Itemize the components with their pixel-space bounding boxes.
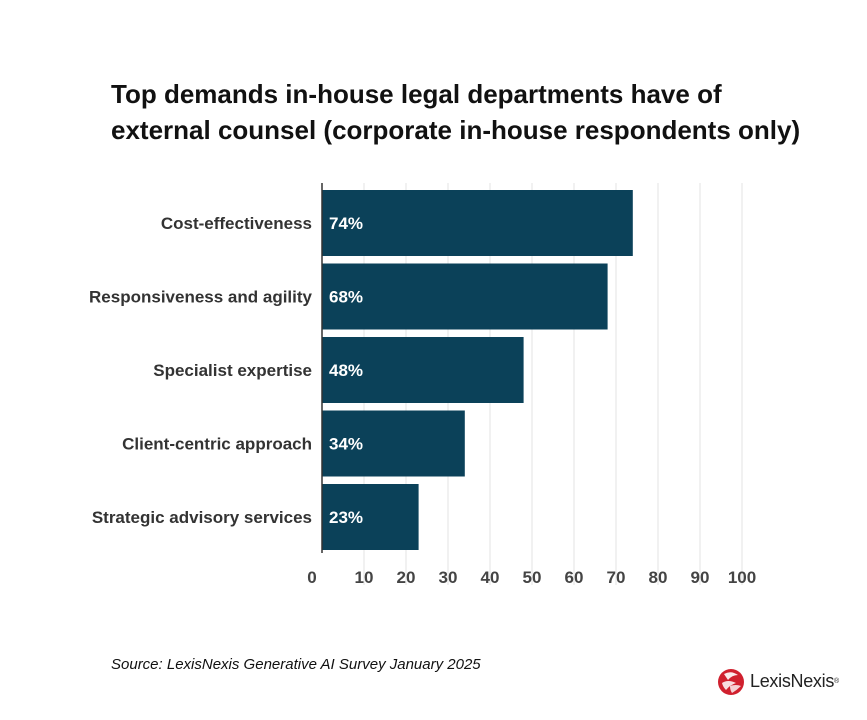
- bar-value-label-4: 23%: [329, 508, 363, 527]
- bar-1: [322, 263, 608, 330]
- x-tick-label-70: 70: [607, 568, 626, 587]
- lexisnexis-logo-icon: [718, 669, 744, 695]
- bar-value-label-3: 34%: [329, 435, 363, 454]
- x-tick-label-0: 0: [307, 568, 316, 587]
- bar-chart: 74% Cost-effectiveness 68% Responsiveness a…: [89, 183, 756, 587]
- x-tick-label-10: 10: [355, 568, 374, 587]
- category-label-1: Responsiveness and agility: [89, 288, 313, 307]
- x-tick-label-100: 100: [728, 568, 756, 587]
- bar-0: [322, 190, 633, 256]
- x-tick-label-30: 30: [439, 568, 458, 587]
- source-note: Source: LexisNexis Generative AI Survey …: [111, 656, 481, 673]
- x-tick-label-50: 50: [523, 568, 542, 587]
- category-label-3: Client-centric approach: [122, 435, 312, 454]
- category-label-0: Cost-effectiveness: [161, 214, 312, 233]
- bar-value-label-1: 68%: [329, 288, 363, 307]
- x-tick-label-90: 90: [691, 568, 710, 587]
- x-tick-label-60: 60: [565, 568, 584, 587]
- x-tick-label-40: 40: [481, 568, 500, 587]
- bar-2: [322, 337, 524, 403]
- x-tick-label-80: 80: [649, 568, 668, 587]
- chart-title: Top demands in-house legal departments h…: [111, 79, 801, 145]
- logo-text: LexisNexis: [750, 670, 835, 691]
- category-label-2: Specialist expertise: [153, 361, 312, 380]
- logo-registered-mark: ®: [834, 677, 840, 685]
- x-tick-label-20: 20: [397, 568, 416, 587]
- lexisnexis-logo: LexisNexis ®: [716, 666, 839, 696]
- bar-3: [322, 410, 465, 477]
- bar-value-label-0: 74%: [329, 214, 363, 233]
- category-label-4: Strategic advisory services: [92, 508, 312, 527]
- bar-4: [322, 484, 419, 550]
- bar-value-label-2: 48%: [329, 361, 363, 380]
